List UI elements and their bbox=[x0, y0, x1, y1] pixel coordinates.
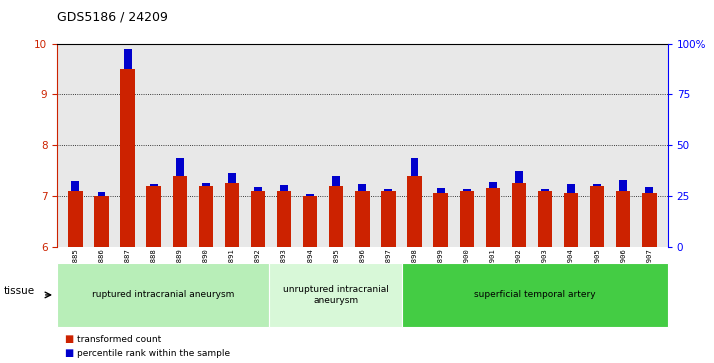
Text: GDS5186 / 24209: GDS5186 / 24209 bbox=[57, 11, 168, 24]
Bar bbox=[69, 191, 83, 247]
Bar bbox=[489, 182, 497, 188]
Bar bbox=[408, 176, 422, 247]
Bar bbox=[463, 189, 471, 191]
Bar bbox=[567, 184, 575, 193]
Bar bbox=[150, 184, 158, 186]
Text: tissue: tissue bbox=[4, 286, 35, 296]
Bar bbox=[228, 173, 236, 183]
Bar bbox=[411, 158, 418, 176]
Text: ruptured intracranial aneurysm: ruptured intracranial aneurysm bbox=[92, 290, 234, 299]
Bar bbox=[538, 191, 552, 247]
Bar bbox=[332, 176, 340, 186]
Bar bbox=[306, 195, 314, 196]
Bar bbox=[564, 193, 578, 247]
Bar bbox=[202, 183, 210, 186]
Text: percentile rank within the sample: percentile rank within the sample bbox=[77, 349, 230, 358]
Bar bbox=[176, 158, 183, 176]
Bar bbox=[329, 186, 343, 247]
Bar bbox=[280, 185, 288, 191]
Bar bbox=[515, 171, 523, 183]
Bar bbox=[71, 181, 79, 191]
Bar bbox=[593, 184, 601, 186]
Text: ■: ■ bbox=[64, 348, 74, 358]
Bar bbox=[541, 189, 549, 191]
Bar bbox=[124, 49, 131, 69]
Bar bbox=[358, 184, 366, 191]
Bar bbox=[355, 191, 370, 247]
Bar bbox=[590, 186, 604, 247]
Bar bbox=[460, 191, 474, 247]
Bar bbox=[94, 196, 109, 247]
Bar bbox=[642, 193, 656, 247]
Bar bbox=[385, 189, 393, 191]
Bar bbox=[303, 196, 317, 247]
Bar bbox=[437, 188, 445, 193]
Bar bbox=[645, 187, 653, 193]
Bar bbox=[251, 191, 265, 247]
Bar bbox=[98, 192, 106, 196]
Text: unruptured intracranial
aneurysm: unruptured intracranial aneurysm bbox=[283, 285, 388, 305]
Text: ■: ■ bbox=[64, 334, 74, 344]
Bar bbox=[486, 188, 500, 247]
Text: transformed count: transformed count bbox=[77, 335, 161, 344]
Bar bbox=[433, 193, 448, 247]
Bar bbox=[616, 191, 630, 247]
Bar bbox=[173, 176, 187, 247]
Bar bbox=[146, 186, 161, 247]
Bar bbox=[619, 180, 627, 191]
Text: superficial temporal artery: superficial temporal artery bbox=[474, 290, 595, 299]
Bar bbox=[277, 191, 291, 247]
Bar bbox=[512, 183, 526, 247]
Bar bbox=[254, 187, 262, 191]
Bar bbox=[225, 183, 239, 247]
Bar bbox=[381, 191, 396, 247]
Bar bbox=[121, 69, 135, 247]
Bar bbox=[198, 186, 213, 247]
